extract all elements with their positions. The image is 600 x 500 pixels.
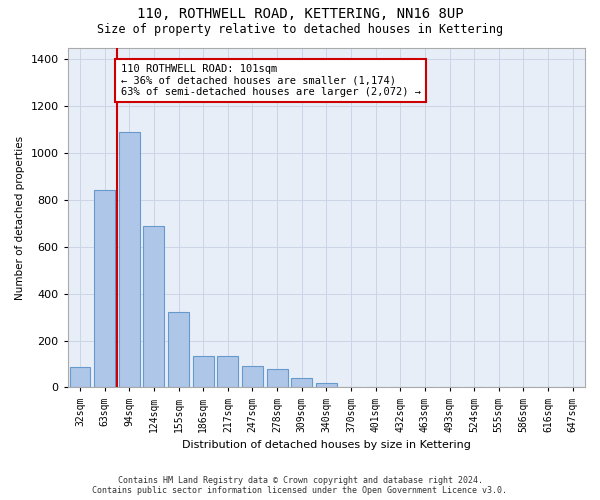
Bar (168, 312, 189, 388)
Text: 110, ROTHWELL ROAD, KETTERING, NN16 8UP: 110, ROTHWELL ROAD, KETTERING, NN16 8UP (137, 8, 463, 22)
Y-axis label: Number of detached properties: Number of detached properties (15, 136, 25, 300)
Bar (266, 368, 287, 388)
Bar (70, 368, 91, 388)
Text: Contains HM Land Registry data © Crown copyright and database right 2024.
Contai: Contains HM Land Registry data © Crown c… (92, 476, 508, 495)
Bar (316, 382, 337, 388)
Text: 110 ROTHWELL ROAD: 101sqm
← 36% of detached houses are smaller (1,174)
63% of se: 110 ROTHWELL ROAD: 101sqm ← 36% of detac… (121, 64, 421, 97)
Bar (94, 190, 115, 388)
Bar (217, 356, 238, 388)
X-axis label: Distribution of detached houses by size in Kettering: Distribution of detached houses by size … (182, 440, 471, 450)
Text: Size of property relative to detached houses in Kettering: Size of property relative to detached ho… (97, 22, 503, 36)
Bar (242, 366, 263, 388)
Bar (143, 226, 164, 388)
Bar (193, 356, 214, 388)
Bar (291, 378, 312, 388)
Bar (119, 132, 140, 388)
